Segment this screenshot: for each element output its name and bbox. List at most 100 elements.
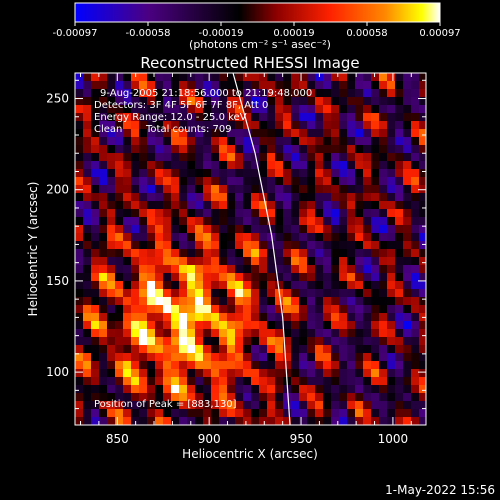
heatmap-cell — [139, 329, 148, 338]
heatmap-cell — [259, 193, 268, 202]
heatmap-cell — [163, 385, 172, 394]
heatmap-cell — [267, 321, 276, 330]
heatmap-cell — [339, 273, 348, 282]
heatmap-cell — [299, 289, 308, 298]
heatmap-cell — [123, 161, 132, 170]
heatmap-cell — [83, 209, 92, 218]
heatmap-cell — [107, 209, 116, 218]
heatmap-cell — [315, 305, 324, 314]
heatmap-cell — [331, 121, 340, 130]
y-tick-label: 250 — [46, 92, 69, 106]
heatmap-cell — [203, 313, 212, 322]
heatmap-cell — [307, 257, 316, 266]
heatmap-cell — [363, 377, 372, 386]
heatmap-cell — [219, 225, 228, 234]
heatmap-cell — [115, 273, 124, 282]
heatmap-cell — [211, 393, 220, 402]
heatmap-cell — [395, 265, 404, 274]
heatmap-cell — [91, 225, 100, 234]
heatmap-cell — [211, 145, 220, 154]
heatmap-cell — [155, 105, 164, 114]
heatmap-cell — [355, 113, 364, 122]
heatmap-cell — [315, 241, 324, 250]
heatmap-cell — [147, 265, 156, 274]
heatmap-cell — [243, 361, 252, 370]
heatmap-cell — [331, 161, 340, 170]
heatmap-cell — [219, 89, 228, 98]
heatmap-cell — [243, 377, 252, 386]
heatmap-cell — [379, 73, 388, 82]
heatmap-cell — [131, 113, 140, 122]
heatmap-cell — [363, 409, 372, 418]
heatmap-cell — [299, 121, 308, 130]
heatmap-cell — [323, 113, 332, 122]
heatmap-cell — [371, 265, 380, 274]
heatmap-cell — [259, 233, 268, 242]
heatmap-cell — [115, 385, 124, 394]
heatmap-cell — [331, 209, 340, 218]
heatmap-cell — [363, 121, 372, 130]
heatmap-cell — [291, 145, 300, 154]
heatmap-cell — [123, 169, 132, 178]
heatmap-cell — [419, 369, 426, 378]
heatmap-cell — [219, 121, 228, 130]
heatmap-cell — [315, 81, 324, 90]
heatmap-cell — [179, 129, 188, 138]
heatmap-cell — [379, 161, 388, 170]
heatmap-cell — [275, 161, 284, 170]
heatmap-cell — [259, 129, 268, 138]
heatmap-cell — [403, 153, 412, 162]
heatmap-cell — [323, 385, 332, 394]
heatmap-cell — [195, 209, 204, 218]
heatmap-cell — [291, 97, 300, 106]
heatmap-cell — [379, 193, 388, 202]
heatmap-cell — [163, 129, 172, 138]
heatmap-cell — [203, 361, 212, 370]
heatmap-cell — [83, 337, 92, 346]
heatmap-cell — [347, 81, 356, 90]
heatmap-cell — [179, 193, 188, 202]
heatmap-cell — [187, 113, 196, 122]
heatmap-cell — [395, 113, 404, 122]
heatmap-cell — [267, 113, 276, 122]
heatmap-cell — [267, 417, 276, 425]
heatmap-cell — [123, 321, 132, 330]
heatmap-cell — [419, 361, 426, 370]
heatmap-cell — [371, 393, 380, 402]
heatmap-cell — [411, 129, 420, 138]
heatmap-cell — [371, 289, 380, 298]
heatmap-cell — [147, 313, 156, 322]
heatmap-cell — [91, 417, 100, 425]
heatmap-cell — [131, 409, 140, 418]
heatmap-cell — [403, 313, 412, 322]
heatmap-cell — [123, 193, 132, 202]
heatmap-cell — [91, 201, 100, 210]
heatmap-cell — [195, 281, 204, 290]
heatmap-cell — [107, 161, 116, 170]
heatmap-cell — [139, 297, 148, 306]
heatmap-cell — [283, 185, 292, 194]
heatmap-cell — [251, 401, 260, 410]
heatmap-cell — [131, 209, 140, 218]
heatmap-cell — [131, 289, 140, 298]
heatmap-cell — [83, 201, 92, 210]
heatmap-cell — [339, 121, 348, 130]
heatmap-cell — [323, 377, 332, 386]
heatmap-cell — [243, 81, 252, 90]
heatmap-cell — [275, 417, 284, 425]
heatmap-cell — [411, 393, 420, 402]
heatmap-cell — [403, 137, 412, 146]
heatmap-cell — [203, 345, 212, 354]
heatmap-cell — [283, 257, 292, 266]
heatmap-cell — [419, 329, 426, 338]
heatmap-cell — [411, 369, 420, 378]
heatmap-cell — [307, 417, 316, 425]
heatmap-cell — [243, 313, 252, 322]
heatmap-cell — [131, 81, 140, 90]
heatmap-cell — [387, 353, 396, 362]
heatmap-cell — [131, 105, 140, 114]
heatmap-cell — [339, 97, 348, 106]
heatmap-cell — [331, 225, 340, 234]
heatmap-cell — [131, 329, 140, 338]
heatmap-cell — [91, 393, 100, 402]
